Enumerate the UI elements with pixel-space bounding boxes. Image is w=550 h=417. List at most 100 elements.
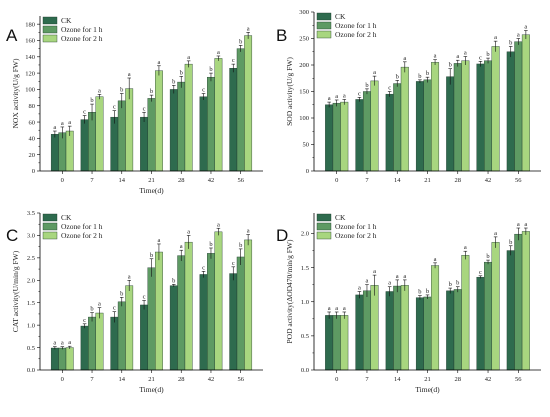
legend-swatch — [42, 25, 58, 34]
significance-label: a — [434, 53, 437, 60]
legend-swatch — [42, 222, 58, 231]
significance-label: b — [239, 38, 242, 45]
y-axis-title: CAT activity(U/min/g FW) — [11, 250, 20, 332]
y-tick-label: 1.5 — [27, 300, 35, 307]
significance-label: b — [418, 289, 421, 296]
significance-label: c — [388, 85, 391, 92]
legend-swatch — [316, 213, 332, 222]
significance-label: a — [61, 340, 64, 347]
legend-label: Ozone for 1 h — [61, 222, 103, 231]
bar — [244, 35, 253, 172]
significance-label: a — [335, 305, 338, 312]
significance-label: b — [486, 253, 489, 260]
bar — [332, 102, 341, 172]
x-tick-label: 56 — [237, 177, 244, 184]
bar — [199, 274, 208, 371]
significance-label: b — [150, 88, 153, 95]
significance-label: a — [98, 87, 101, 94]
significance-label: a — [247, 25, 250, 32]
significance-label: b — [120, 290, 123, 297]
bar — [125, 88, 134, 172]
x-tick-label: 28 — [178, 376, 185, 383]
significance-label: a — [373, 268, 376, 275]
significance-label: a — [403, 273, 406, 280]
x-tick-label: 42 — [485, 177, 492, 184]
x-tick-label: 56 — [237, 376, 244, 383]
legend-swatch — [42, 213, 58, 222]
x-tick-label: 28 — [455, 177, 462, 184]
legend-swatch — [316, 222, 332, 231]
significance-label: c — [113, 104, 116, 111]
bar — [65, 130, 74, 172]
bar — [169, 89, 178, 172]
y-tick-label: 180 — [25, 21, 35, 28]
significance-label: b — [180, 69, 183, 76]
y-axis-title: NOX activity(U/g FW) — [11, 58, 20, 128]
significance-label: a — [335, 93, 338, 100]
significance-label: b — [150, 252, 153, 259]
y-tick-label: 20 — [29, 152, 36, 159]
significance-label: a — [524, 221, 527, 228]
legend-swatch — [42, 231, 58, 240]
x-tick-label: 28 — [178, 177, 185, 184]
y-tick-label: 100 — [299, 115, 309, 122]
bar — [385, 93, 394, 172]
bar — [177, 255, 186, 371]
significance-label: b — [486, 51, 489, 58]
significance-label: a — [343, 305, 346, 312]
x-axis-title: Time(d) — [415, 385, 440, 394]
x-tick-label: 21 — [148, 177, 155, 184]
significance-label: c — [83, 317, 86, 324]
significance-label: a — [68, 339, 71, 346]
bar — [415, 297, 424, 371]
legend-swatch — [42, 16, 58, 25]
bar — [484, 60, 493, 172]
significance-label: b — [509, 39, 512, 46]
significance-label: c — [232, 260, 235, 267]
y-tick-label: 200 — [299, 62, 309, 69]
x-tick-label: 21 — [424, 177, 431, 184]
x-tick-label: 7 — [90, 177, 94, 184]
bar — [491, 242, 500, 371]
y-tick-label: 250 — [299, 36, 309, 43]
significance-label: b — [426, 70, 429, 77]
bar — [370, 80, 379, 172]
x-tick-label: 7 — [365, 376, 369, 383]
y-tick-label: 50 — [303, 142, 310, 149]
x-tick-label: 14 — [119, 376, 126, 383]
bar — [236, 48, 245, 172]
significance-label: b — [172, 277, 175, 284]
bar — [184, 241, 193, 371]
significance-label: a — [373, 69, 376, 76]
bar — [431, 62, 440, 172]
panel-letter: B — [276, 26, 287, 45]
significance-label: a — [187, 228, 190, 235]
y-tick-label: 0.5 — [301, 333, 309, 340]
y-tick-label: 140 — [25, 54, 35, 61]
y-tick-label: 150 — [299, 89, 309, 96]
significance-label: a — [128, 71, 131, 78]
bar — [491, 46, 500, 172]
bar — [117, 301, 126, 371]
y-tick-label: 300 — [299, 9, 309, 16]
significance-label: b — [509, 239, 512, 246]
bar — [214, 231, 223, 371]
bar — [355, 99, 364, 172]
y-tick-label: 0.0 — [301, 367, 309, 374]
significance-label: b — [418, 73, 421, 80]
bar — [169, 285, 178, 371]
x-tick-label: 21 — [424, 376, 431, 383]
bar — [514, 233, 523, 371]
bar — [88, 316, 96, 371]
legend-label: Ozone for 1 h — [335, 21, 377, 30]
significance-label: c — [202, 87, 205, 94]
bar — [58, 132, 67, 172]
legend-label: CK — [61, 213, 72, 222]
significance-label: c — [479, 54, 482, 61]
y-tick-label: 120 — [25, 70, 35, 77]
bar — [340, 101, 349, 172]
